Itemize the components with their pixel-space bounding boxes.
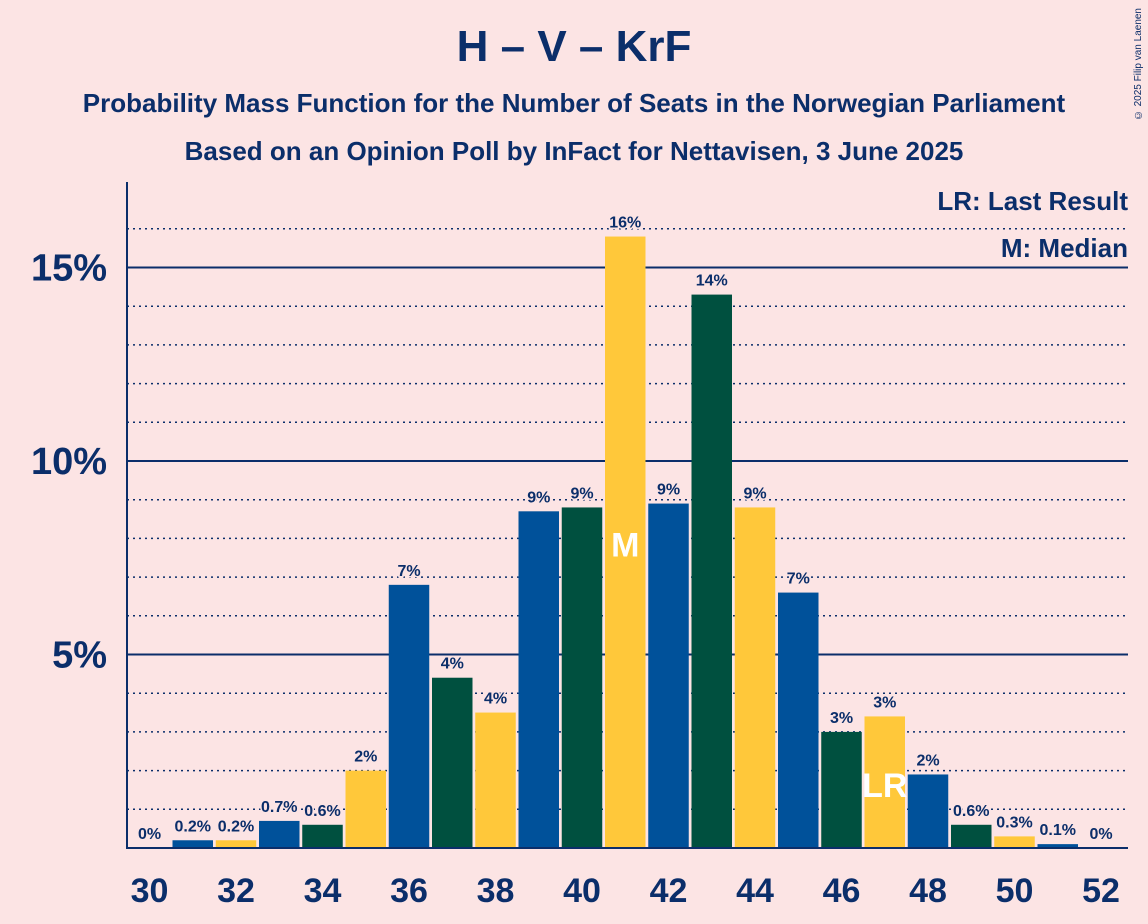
value-label-43: 14% (696, 273, 728, 290)
value-label-34: 0.6% (304, 803, 340, 820)
chart-subtitle-2: Based on an Opinion Poll by InFact for N… (184, 136, 964, 166)
y-tick-label: 15% (31, 248, 107, 290)
chart-subtitle-1: Probability Mass Function for the Number… (82, 88, 1066, 118)
value-label-48: 2% (916, 752, 939, 769)
bar-34 (302, 824, 343, 848)
value-label-36: 7% (397, 563, 420, 580)
x-tick-label-42: 42 (650, 872, 688, 910)
bar-41 (605, 236, 646, 849)
chart-title: H – V – KrF (456, 22, 692, 71)
bar-44 (734, 507, 776, 848)
value-label-37: 4% (441, 656, 464, 673)
bar-46 (821, 731, 862, 848)
value-label-40: 9% (570, 485, 593, 502)
last-result-marker: LR (862, 767, 907, 805)
bar-47 (864, 716, 905, 848)
median-marker: M (611, 527, 639, 565)
value-label-49: 0.6% (953, 803, 989, 820)
x-tick-label-30: 30 (131, 872, 169, 910)
bars (172, 236, 1078, 849)
bar-49 (951, 824, 992, 848)
bar-51 (1037, 844, 1078, 848)
bar-32 (215, 840, 257, 848)
bar-40 (561, 507, 603, 848)
bar-42 (648, 503, 689, 848)
bar-35 (345, 770, 386, 848)
bar-36 (388, 584, 430, 848)
legend-last-result: LR: Last Result (937, 186, 1128, 216)
value-label-52: 0% (1089, 826, 1112, 843)
value-label-31: 0.2% (175, 818, 211, 835)
x-tick-label-50: 50 (996, 872, 1034, 910)
value-label-51: 0.1% (1040, 822, 1076, 839)
value-label-32: 0.2% (218, 818, 254, 835)
axes (126, 182, 1128, 849)
value-label-44: 9% (743, 485, 766, 502)
bar-33 (259, 820, 300, 848)
x-tick-label-48: 48 (909, 872, 947, 910)
bar-43 (691, 294, 732, 849)
x-tick-label-38: 38 (477, 872, 515, 910)
value-label-39: 9% (527, 489, 550, 506)
bar-31 (172, 840, 213, 848)
value-label-30: 0% (138, 826, 161, 843)
bar-50 (994, 836, 1035, 848)
value-label-33: 0.7% (261, 799, 297, 816)
value-label-50: 0.3% (996, 814, 1032, 831)
bar-39 (518, 511, 559, 848)
x-tick-label-36: 36 (390, 872, 428, 910)
bar-48 (907, 774, 949, 848)
legend-median: M: Median (1001, 233, 1128, 263)
value-label-45: 7% (787, 571, 810, 588)
bar-45 (778, 592, 819, 848)
x-tick-label-34: 34 (304, 872, 342, 910)
y-tick-label: 10% (31, 441, 107, 483)
y-tick-label: 5% (52, 635, 107, 677)
bar-38 (475, 712, 516, 848)
x-tick-label-40: 40 (563, 872, 601, 910)
labels: 5% 10% 15% 0% 0.2% 0.2% 0.7% 0.6% 2% 7% 4% 4% 9% 9% 16… (31, 213, 1120, 910)
value-label-42: 9% (657, 482, 680, 499)
x-tick-label-46: 46 (823, 872, 861, 910)
x-tick-label-44: 44 (736, 872, 774, 910)
value-label-47: 3% (873, 694, 896, 711)
value-label-38: 4% (484, 691, 507, 708)
value-label-35: 2% (354, 749, 377, 766)
value-label-46: 3% (830, 710, 853, 727)
x-tick-label-32: 32 (217, 872, 255, 910)
x-tick-label-52: 52 (1082, 872, 1120, 910)
value-label-41: 16% (609, 215, 641, 232)
bar-37 (432, 677, 473, 848)
